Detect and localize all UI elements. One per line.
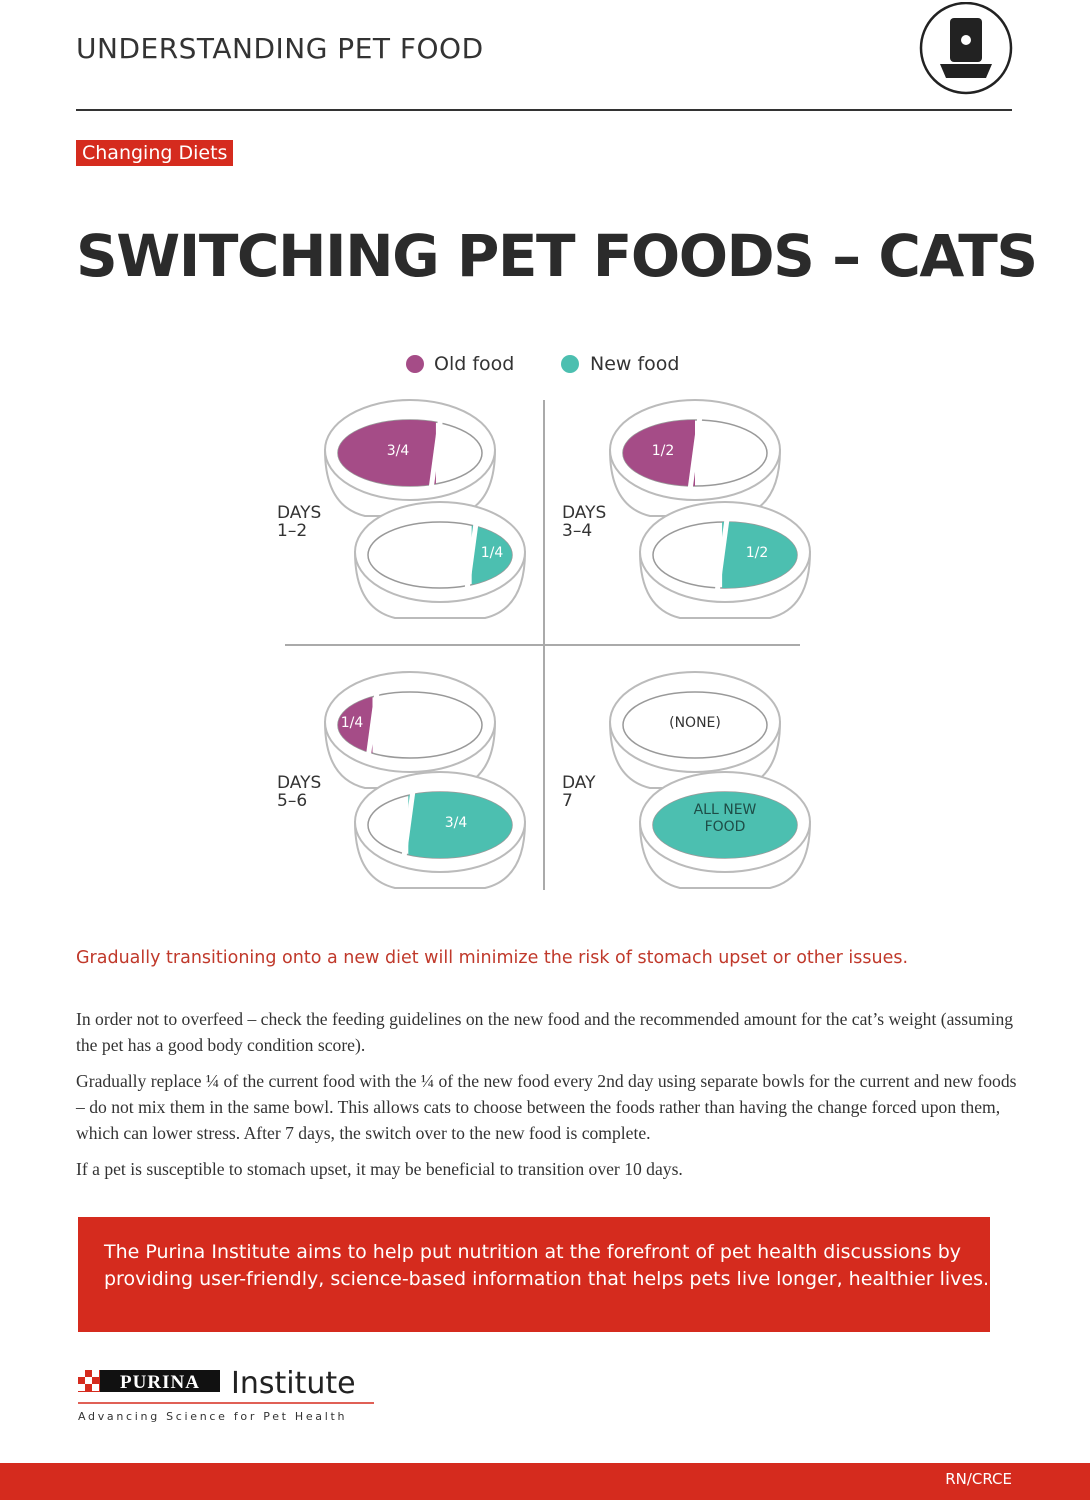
section-tag: Changing Diets	[76, 140, 234, 166]
food-divider	[464, 517, 480, 593]
paragraph: Gradually replace ¼ of the current food …	[76, 1071, 1017, 1143]
paragraph: If a pet is susceptible to stomach upset…	[76, 1159, 683, 1179]
bowl	[353, 501, 527, 619]
day-label: DAY	[562, 773, 596, 793]
bowl-label: 3/4	[387, 443, 410, 459]
bowl	[323, 671, 497, 789]
day-label: 1–2	[277, 521, 307, 541]
bowl-label: (NONE)	[669, 715, 721, 731]
page-title: SWITCHING PET FOODS – CATS	[76, 222, 1038, 290]
diagram: Old food New food 3/41/4DAYS1–21/21/2DAY…	[277, 353, 812, 890]
bowl	[353, 771, 527, 889]
day-label: 5–6	[277, 791, 307, 811]
header-rule	[76, 109, 1012, 111]
logo: PURINA Institute Advancing Science for P…	[78, 1366, 374, 1423]
day-label: 7	[562, 791, 573, 811]
food	[338, 420, 436, 486]
intro-text: Gradually transitioning onto a new diet …	[76, 948, 909, 968]
bowl-label: 1/4	[481, 545, 504, 561]
bowl-label: 3/4	[445, 815, 468, 831]
bowl-label: 1/2	[746, 545, 769, 561]
food	[623, 420, 695, 486]
bowl	[323, 399, 497, 517]
bowl-label: FOOD	[705, 819, 746, 835]
food-divider	[714, 517, 730, 593]
callout: The Purina Institute aims to help put nu…	[78, 1217, 990, 1332]
food	[722, 522, 797, 588]
logo-tagline: Advancing Science for Pet Health	[78, 1410, 347, 1423]
bowl-label: 1/4	[341, 715, 364, 731]
food	[408, 792, 512, 858]
bowl	[638, 771, 812, 889]
food	[338, 696, 373, 754]
day-label: DAYS	[277, 773, 321, 793]
logo-brand: PURINA	[120, 1372, 200, 1393]
day-label: 3–4	[562, 521, 592, 541]
footer-bar	[0, 1463, 1090, 1500]
day-label: DAYS	[562, 503, 606, 523]
legend-label: New food	[590, 353, 679, 375]
day-label: DAYS	[277, 503, 321, 523]
body-text: In order not to overfeed – check the fee…	[76, 1006, 1021, 1192]
header-icon	[919, 2, 1013, 95]
header-title: UNDERSTANDING PET FOOD	[76, 32, 484, 65]
food	[471, 525, 512, 585]
bowl	[608, 399, 782, 517]
footer-code: RN/CRCE	[945, 1470, 1012, 1488]
bowl	[638, 501, 812, 619]
paragraph: In order not to overfeed – check the fee…	[76, 1009, 1014, 1055]
food	[653, 792, 797, 858]
food-divider	[400, 787, 416, 863]
bowl-label: ALL NEW	[694, 802, 757, 818]
legend-label: Old food	[434, 353, 514, 375]
bowl-inner	[622, 691, 768, 759]
food-divider	[428, 415, 444, 491]
food-divider	[365, 687, 381, 763]
bowl-label: 1/2	[652, 443, 675, 459]
food-divider	[687, 415, 703, 491]
logo-name: Institute	[231, 1366, 356, 1401]
